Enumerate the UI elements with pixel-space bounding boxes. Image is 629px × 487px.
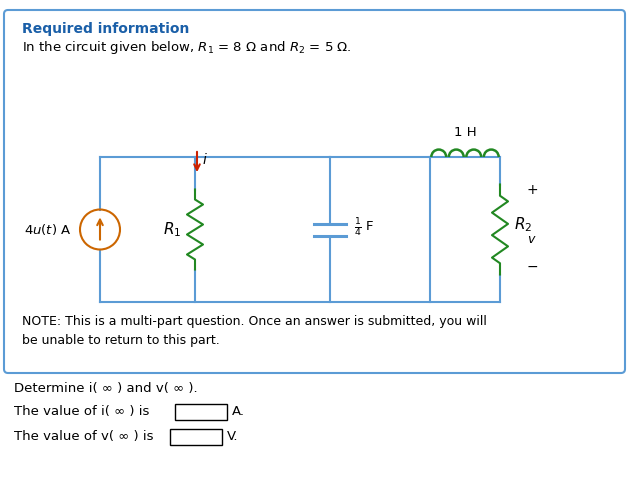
Bar: [175, 404, 227, 420]
Text: $\frac{1}{4}$ F: $\frac{1}{4}$ F: [354, 216, 374, 239]
Bar: [170, 429, 222, 445]
Text: $4u(t)$ A: $4u(t)$ A: [25, 222, 72, 237]
Text: The value of v( ∞ ) is: The value of v( ∞ ) is: [14, 430, 153, 443]
Text: A.: A.: [232, 405, 245, 418]
Text: Required information: Required information: [22, 22, 189, 36]
Text: −: −: [527, 260, 538, 274]
Text: $R_1$: $R_1$: [163, 220, 181, 239]
Text: $v$: $v$: [527, 233, 537, 246]
Text: The value of i( ∞ ) is: The value of i( ∞ ) is: [14, 405, 149, 418]
Text: $R_2$: $R_2$: [514, 215, 532, 234]
Text: 1 H: 1 H: [454, 126, 476, 139]
Text: $i$: $i$: [202, 152, 208, 168]
Text: Determine i( ∞ ) and v( ∞ ).: Determine i( ∞ ) and v( ∞ ).: [14, 382, 198, 395]
Text: NOTE: This is a multi-part question. Once an answer is submitted, you will
be un: NOTE: This is a multi-part question. Onc…: [22, 315, 487, 347]
Text: V.: V.: [227, 430, 238, 443]
FancyBboxPatch shape: [4, 10, 625, 373]
Text: +: +: [527, 183, 538, 196]
Text: In the circuit given below, $\it{R_1}$ = 8 $\Omega$ and $\it{R_2}$ = 5 $\Omega$.: In the circuit given below, $\it{R_1}$ =…: [22, 39, 352, 56]
